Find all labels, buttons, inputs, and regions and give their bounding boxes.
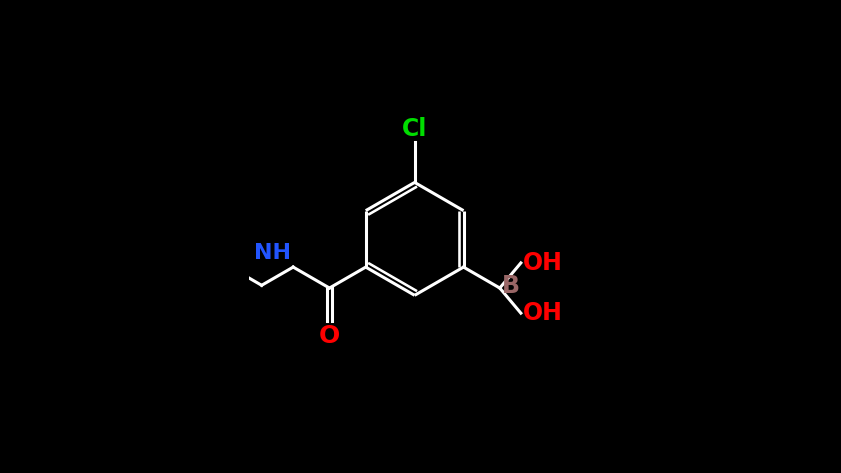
Text: B: B <box>501 274 520 298</box>
Text: O: O <box>319 324 340 348</box>
Text: OH: OH <box>522 301 563 325</box>
Text: NH: NH <box>254 244 291 263</box>
Text: OH: OH <box>522 251 563 275</box>
Text: Cl: Cl <box>402 116 427 140</box>
